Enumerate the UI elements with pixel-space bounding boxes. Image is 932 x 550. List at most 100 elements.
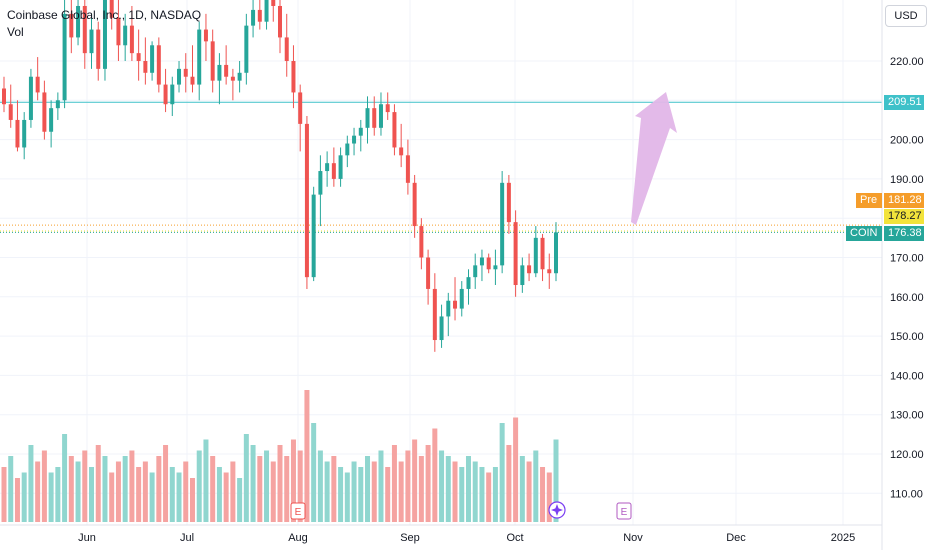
volume-bar xyxy=(55,467,61,522)
volume-bar xyxy=(216,467,222,522)
volume-bar xyxy=(142,461,148,522)
y-tick-label: 170.00 xyxy=(890,253,924,265)
volume-bar xyxy=(28,445,34,522)
y-tick-label: 220.00 xyxy=(890,56,924,68)
alert-level-badge[interactable]: 209.51 xyxy=(884,95,924,110)
volume-bar xyxy=(465,456,471,522)
volume-bar xyxy=(1,467,7,522)
volume-bar xyxy=(82,450,88,522)
volume-bar xyxy=(41,450,47,522)
candle-body xyxy=(156,45,161,85)
candle-body xyxy=(62,13,67,101)
volume-bar xyxy=(102,456,108,522)
volume-bar xyxy=(243,434,249,522)
volume-bar xyxy=(432,428,438,522)
volume-bar xyxy=(553,439,559,522)
x-tick-label: Sep xyxy=(400,532,420,544)
volume-bar xyxy=(513,417,519,522)
candle-body xyxy=(506,182,511,223)
candle-body xyxy=(55,100,60,109)
projection-arrow[interactable] xyxy=(631,92,677,225)
volume-bar xyxy=(385,467,391,522)
candle-body xyxy=(331,163,336,179)
volume-bar xyxy=(122,456,128,522)
volume-bar xyxy=(331,456,337,522)
symbol-title: Coinbase Global, Inc., 1D, NASDAQ xyxy=(7,8,202,22)
volume-bar xyxy=(338,467,344,522)
candle-body xyxy=(547,269,552,274)
volume-bar xyxy=(412,439,418,522)
volume-bar xyxy=(533,450,539,522)
volume-bar xyxy=(371,461,377,522)
volume-bar xyxy=(156,456,162,522)
candle-body xyxy=(284,37,289,61)
volume-bar xyxy=(358,467,364,522)
volume-bar xyxy=(540,467,546,522)
candle-body xyxy=(2,88,6,105)
candle-body xyxy=(271,0,276,6)
volume-bar xyxy=(290,439,296,522)
candle-body xyxy=(217,64,222,81)
volume-bar xyxy=(109,472,115,522)
volume-bar xyxy=(445,456,451,522)
last-price-badge: 176.38 xyxy=(884,226,924,241)
volume-bar xyxy=(149,472,155,522)
candle-body xyxy=(8,104,13,120)
volume-bar xyxy=(223,472,229,522)
volume-bar xyxy=(169,467,175,522)
volume-bar xyxy=(472,461,478,522)
volume-bar xyxy=(129,450,135,522)
x-tick-label: Dec xyxy=(726,532,746,544)
projection-arrow-shape xyxy=(631,92,677,225)
candle-body xyxy=(203,29,208,42)
candle-body xyxy=(533,237,538,274)
candle-body xyxy=(318,171,323,195)
candle-body xyxy=(230,76,235,81)
volume-bar xyxy=(546,472,552,522)
currency-button[interactable]: USD xyxy=(885,5,927,27)
volume-bar xyxy=(439,450,445,522)
candle-body xyxy=(540,237,545,270)
candle-body xyxy=(419,226,424,258)
volume-bar xyxy=(68,456,74,522)
candle-body xyxy=(399,147,404,156)
volume-bar xyxy=(351,461,357,522)
candle-body xyxy=(479,257,484,266)
volume-bar xyxy=(176,472,182,522)
spark-star xyxy=(551,504,563,516)
earnings-marker-icon: E xyxy=(290,502,306,520)
volume-bar xyxy=(35,461,41,522)
candle-body xyxy=(109,0,114,18)
y-tick-label: 110.00 xyxy=(890,488,923,500)
y-tick-label: 200.00 xyxy=(890,135,924,147)
volume-bar xyxy=(203,439,209,522)
volume-bar xyxy=(230,461,236,522)
candle-body xyxy=(210,41,215,81)
x-tick-label: 2025 xyxy=(831,532,855,544)
candle-body xyxy=(311,194,316,278)
volume-bar xyxy=(479,467,485,522)
candle-body xyxy=(392,112,397,148)
volume-bar xyxy=(324,461,330,522)
candle-body xyxy=(473,265,478,278)
y-tick-label: 130.00 xyxy=(890,410,924,422)
candle-body xyxy=(432,288,437,341)
volume-bar xyxy=(14,478,20,522)
volume-bar xyxy=(210,456,216,522)
symbol-badge: COIN xyxy=(846,226,882,241)
candle-body xyxy=(251,9,256,26)
volume-bar xyxy=(398,461,404,522)
y-tick-label: 150.00 xyxy=(890,331,924,343)
volume-bar xyxy=(136,467,142,522)
volume-bar xyxy=(391,445,397,522)
volume-bars xyxy=(1,390,559,522)
candle-body xyxy=(554,232,558,274)
volume-bar xyxy=(499,423,505,522)
volume-bar xyxy=(405,450,411,522)
volume-bar xyxy=(311,423,317,522)
candle-body xyxy=(291,61,296,93)
candle-body xyxy=(527,265,532,274)
volume-bar xyxy=(189,478,195,522)
candle-body xyxy=(352,135,357,144)
